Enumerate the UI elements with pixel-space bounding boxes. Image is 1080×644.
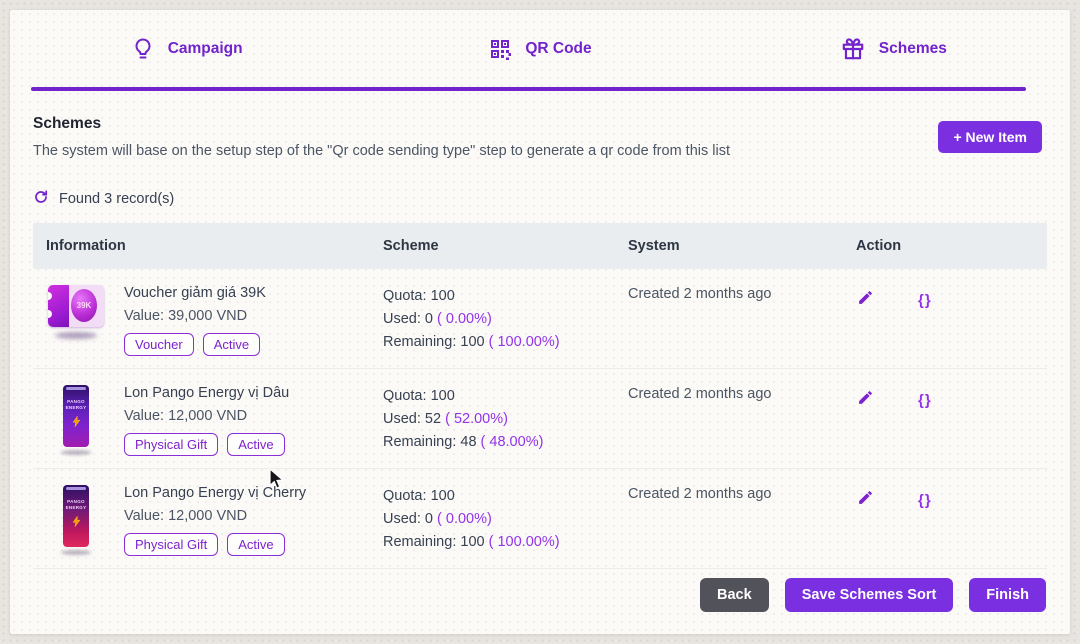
wizard-card: Campaign QR Code — [10, 10, 1070, 634]
record-count: Found 3 record(s) — [59, 191, 175, 207]
scheme-value: Value: 12,000 VND — [124, 508, 248, 524]
code-braces-icon[interactable]: {} — [918, 291, 932, 309]
save-schemes-sort-button[interactable]: Save Schemes Sort — [784, 578, 954, 612]
page-description: The system will base on the setup step o… — [33, 143, 730, 159]
code-braces-icon[interactable]: {} — [918, 391, 932, 409]
created-timestamp: Created 2 months ago — [628, 286, 772, 302]
table-row: PANGO ENERGY Lon Pango Energy vị Dâu Valu… — [33, 369, 1047, 469]
status-badge: Active — [227, 433, 285, 456]
code-braces-icon[interactable]: {} — [918, 491, 932, 509]
created-timestamp: Created 2 months ago — [628, 386, 772, 402]
schemes-table: Information Scheme System Action 39K — [33, 223, 1047, 569]
voucher-39k-badge: 39K — [71, 289, 97, 322]
refresh-icon[interactable] — [33, 189, 49, 209]
type-badge: Voucher — [124, 333, 194, 356]
scheme-value: Value: 39,000 VND — [124, 308, 248, 324]
finish-button[interactable]: Finish — [969, 578, 1046, 612]
tab-qr-code[interactable]: QR Code — [363, 37, 716, 61]
table-row: 39K Voucher giảm giá 39K Value: 39,000 V… — [33, 269, 1047, 369]
tab-label: Campaign — [167, 39, 243, 57]
scheme-title: Lon Pango Energy vị Dâu — [124, 385, 290, 401]
scheme-stats: Quota: 100 Used: 0 ( 0.00%) Remaining: 1… — [383, 488, 560, 550]
col-header-scheme: Scheme — [383, 238, 439, 254]
scheme-title: Voucher giảm giá 39K — [124, 285, 266, 301]
status-badge: Active — [227, 533, 285, 556]
col-header-information: Information — [46, 238, 126, 254]
col-header-system: System — [628, 238, 680, 254]
active-tab-underline — [31, 87, 1026, 91]
table-header: Information Scheme System Action — [33, 223, 1047, 269]
page-title: Schemes — [33, 115, 102, 132]
qr-code-icon — [488, 37, 512, 61]
table-row: PANGO ENERGY Lon Pango Energy vị Cherry V… — [33, 469, 1047, 569]
created-timestamp: Created 2 months ago — [628, 486, 772, 502]
new-item-button[interactable]: + New Item — [938, 121, 1042, 153]
scheme-thumbnail-can-purple: PANGO ENERGY — [46, 385, 106, 456]
step-tabs: Campaign QR Code — [10, 10, 1070, 87]
scheme-value: Value: 12,000 VND — [124, 408, 248, 424]
scheme-stats: Quota: 100 Used: 52 ( 52.00%) Remaining:… — [383, 388, 544, 450]
edit-icon[interactable] — [857, 489, 874, 511]
gift-icon — [840, 36, 866, 62]
wizard-footer: Back Save Schemes Sort Finish — [700, 578, 1046, 612]
col-header-action: Action — [856, 238, 902, 254]
edit-icon[interactable] — [857, 389, 874, 411]
tab-label: QR Code — [525, 39, 592, 57]
tab-label: Schemes — [878, 39, 947, 57]
scheme-thumbnail-can-cherry: PANGO ENERGY — [46, 485, 106, 556]
back-button[interactable]: Back — [700, 578, 769, 612]
tab-schemes[interactable]: Schemes — [717, 36, 1070, 62]
scheme-stats: Quota: 100 Used: 0 ( 0.00%) Remaining: 1… — [383, 288, 560, 350]
tab-campaign[interactable]: Campaign — [10, 37, 363, 61]
type-badge: Physical Gift — [124, 433, 219, 456]
scheme-title: Lon Pango Energy vị Cherry — [124, 485, 307, 501]
lightbulb-icon — [131, 37, 155, 61]
type-badge: Physical Gift — [124, 533, 219, 556]
scheme-thumbnail-voucher: 39K — [46, 285, 106, 356]
status-badge: Active — [202, 333, 261, 356]
edit-icon[interactable] — [857, 289, 874, 311]
